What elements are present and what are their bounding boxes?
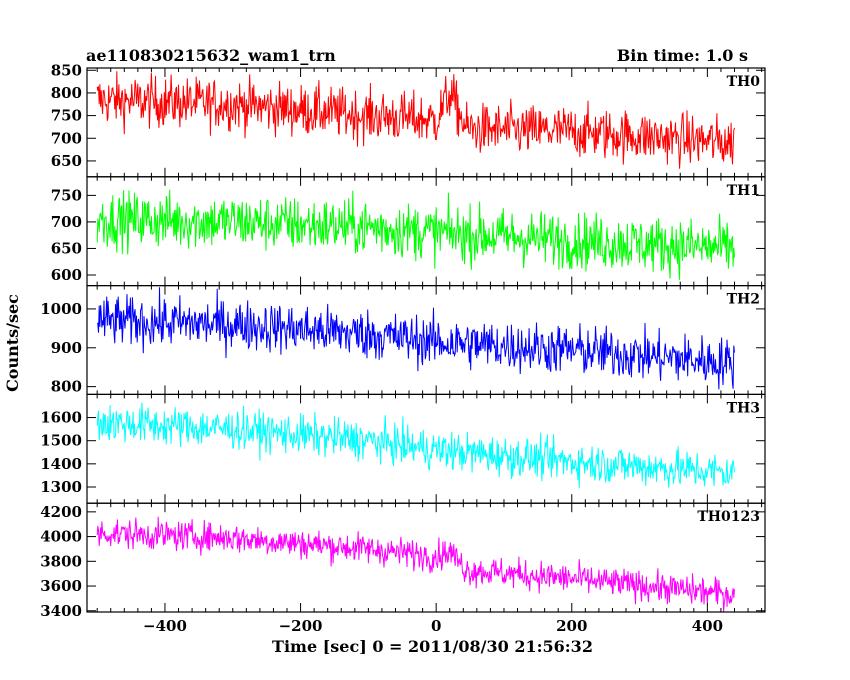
y-tick-label: 750 <box>51 107 82 125</box>
y-tick-label: 750 <box>51 186 82 204</box>
y-tick-label: 700 <box>51 213 82 231</box>
y-tick-label: 3600 <box>40 577 82 595</box>
y-tick-label: 1500 <box>40 432 82 450</box>
x-axis-label: Time [sec] 0 = 2011/08/30 21:56:32 <box>272 637 593 656</box>
y-tick-label: 1600 <box>40 409 82 427</box>
y-tick-label: 900 <box>51 339 82 357</box>
y-tick-label: 800 <box>51 84 82 102</box>
x-tick-label: 200 <box>556 617 587 635</box>
y-tick-label: 700 <box>51 129 82 147</box>
y-tick-label: 3800 <box>40 552 82 570</box>
y-tick-label: 650 <box>51 152 82 170</box>
y-tick-label: 850 <box>51 61 82 79</box>
panel-frame-th0123 <box>86 502 766 613</box>
y-tick-label: 4000 <box>40 528 82 546</box>
y-tick-label: 4200 <box>40 503 82 521</box>
series-th1 <box>96 189 735 280</box>
x-tick-label: 0 <box>431 617 441 635</box>
panel-label-th0: TH0 <box>727 74 761 90</box>
panel-label-th2: TH2 <box>727 292 760 308</box>
panel-label-th1: TH1 <box>727 183 760 199</box>
y-tick-label: 600 <box>51 266 82 284</box>
y-tick-label: 3400 <box>40 602 82 620</box>
y-tick-label: 1000 <box>40 300 82 318</box>
y-tick-label: 800 <box>51 378 82 396</box>
y-tick-label: 650 <box>51 239 82 257</box>
bin-time-label: Bin time: 1.0 s <box>616 46 748 65</box>
series-th3 <box>96 402 735 489</box>
y-tick-label: 1400 <box>40 455 82 473</box>
series-th0 <box>96 71 735 169</box>
series-th0123 <box>96 516 735 613</box>
panel-label-th3: TH3 <box>727 400 760 416</box>
panel-label-th0123: TH0123 <box>697 509 760 525</box>
x-tick-label: −200 <box>279 617 323 635</box>
series-th2 <box>96 287 735 390</box>
x-tick-label: 400 <box>692 617 723 635</box>
y-tick-label: 1300 <box>40 478 82 496</box>
x-tick-label: −400 <box>143 617 187 635</box>
chart-title: ae110830215632_wam1_trn <box>86 46 336 65</box>
